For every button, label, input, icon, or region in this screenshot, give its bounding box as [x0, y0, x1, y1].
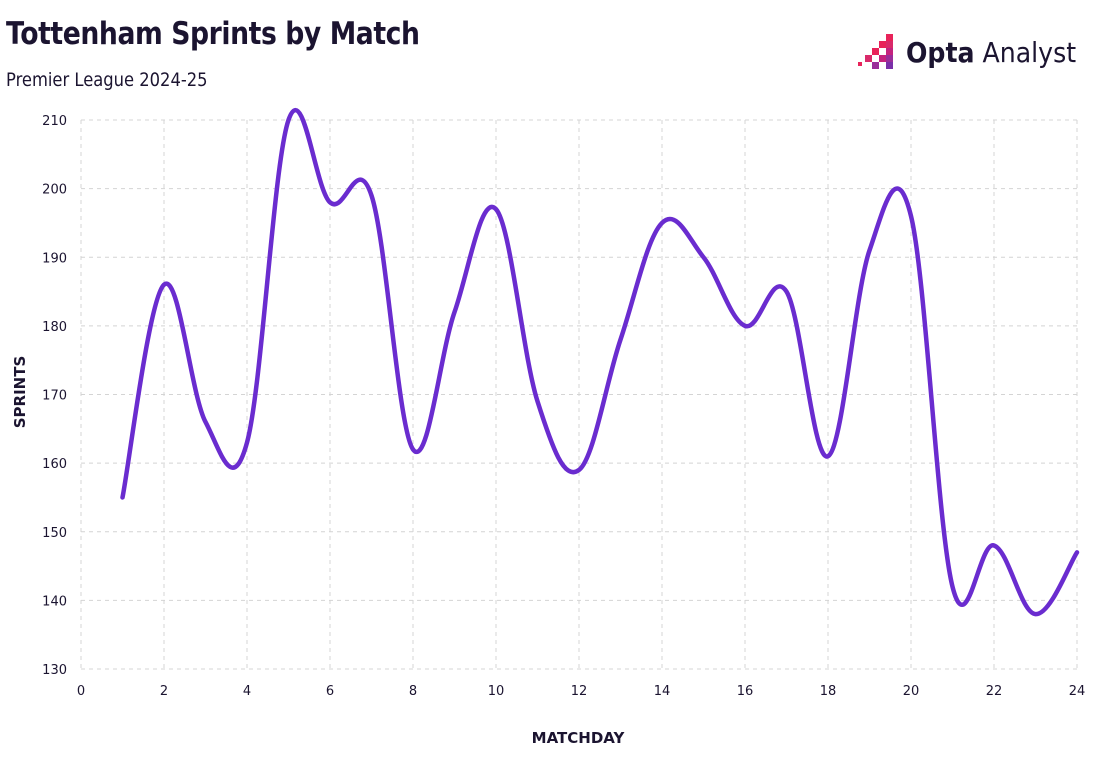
chart-subtitle: Premier League 2024-25 — [6, 69, 208, 91]
chart-title: Tottenham Sprints by Match — [6, 16, 420, 52]
y-tick-label: 140 — [42, 594, 67, 609]
y-axis-ticks: 130 140 150 160 170 180 190 200 210 — [42, 114, 67, 678]
x-tick-label: 10 — [488, 684, 505, 699]
x-tick-label: 14 — [654, 684, 671, 699]
y-tick-label: 130 — [42, 663, 67, 678]
opta-mark-icon — [857, 34, 893, 69]
x-tick-label: 0 — [77, 684, 85, 699]
x-tick-label: 18 — [820, 684, 837, 699]
y-tick-label: 190 — [42, 251, 67, 266]
x-tick-label: 22 — [986, 684, 1003, 699]
y-tick-label: 210 — [42, 114, 67, 129]
y-tick-label: 180 — [42, 320, 67, 335]
y-tick-label: 150 — [42, 526, 67, 541]
y-tick-label: 200 — [42, 183, 67, 198]
x-tick-label: 8 — [409, 684, 417, 699]
chart-grid — [80, 119, 1078, 670]
y-axis-title: SPRINTS — [11, 356, 29, 429]
opta-analyst-logo: Opta Analyst — [857, 34, 1095, 70]
x-tick-label: 16 — [737, 684, 754, 699]
opta-analyst-wordmark: Opta Analyst — [906, 36, 1076, 69]
brand-light: Analyst — [982, 35, 1077, 69]
series-line-sprints — [120, 107, 1080, 617]
y-tick-label: 170 — [42, 389, 67, 404]
x-tick-label: 4 — [243, 684, 251, 699]
x-tick-label: 2 — [160, 684, 168, 699]
x-tick-label: 12 — [571, 684, 588, 699]
brand-bold: Opta — [905, 35, 975, 69]
x-axis-ticks: 0 2 4 6 8 10 12 14 16 18 20 22 24 — [77, 684, 1085, 699]
x-tick-label: 24 — [1069, 684, 1086, 699]
series-points — [120, 118, 1079, 617]
x-tick-label: 6 — [326, 684, 334, 699]
x-axis-title: MATCHDAY — [532, 729, 626, 747]
y-tick-label: 160 — [42, 457, 67, 472]
x-tick-label: 20 — [903, 684, 920, 699]
